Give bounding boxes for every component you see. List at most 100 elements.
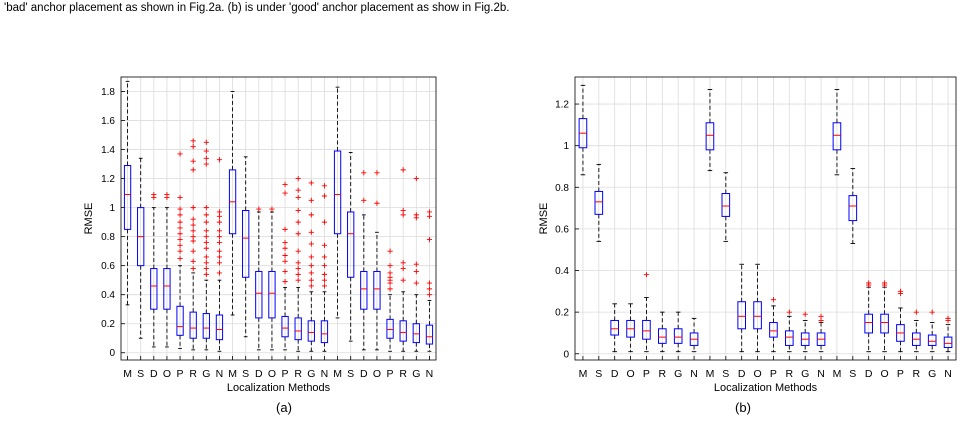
iqr-box (281, 315, 289, 338)
panel-a-box-12 (281, 181, 289, 351)
outlier-marker (216, 260, 223, 266)
outlier-marker (190, 205, 196, 211)
outlier-marker (321, 277, 328, 283)
outlier-marker (786, 309, 792, 315)
panel-b-box-19 (880, 280, 889, 353)
outlier-marker (387, 248, 393, 254)
panel-a-box-20 (386, 248, 394, 352)
panel-a-box-19 (373, 170, 381, 351)
outlier-marker (203, 271, 209, 277)
panel-b-box-7 (689, 317, 699, 353)
panel-a-box-9 (242, 156, 250, 338)
outlier-marker (216, 239, 223, 246)
panel-a-ytick-label: 1.2 (101, 174, 115, 185)
panel-b-box-4 (642, 272, 651, 353)
outlier-marker (282, 190, 288, 196)
outlier-marker (282, 181, 288, 187)
outlier-marker (321, 254, 328, 260)
outlier-marker (308, 254, 314, 260)
iqr-box (737, 301, 746, 330)
panel-b-xtick-label: D (738, 368, 746, 380)
outlier-marker (897, 288, 904, 294)
iqr-box (307, 320, 315, 342)
outlier-marker (308, 241, 314, 247)
outlier-marker (295, 231, 301, 237)
outlier-marker (295, 248, 301, 254)
iqr-box (753, 301, 762, 330)
outlier-marker (295, 219, 301, 225)
outlier-marker (881, 280, 888, 286)
iqr-box (848, 195, 858, 222)
panel-a-box-14 (307, 180, 315, 352)
panel-a-box-6 (202, 139, 210, 351)
panel-b-ylabel: RMSE (538, 203, 550, 235)
outlier-marker (426, 292, 433, 298)
iqr-box (202, 313, 210, 339)
panel-a-box-4 (176, 151, 184, 349)
panel-b-box-10 (737, 263, 746, 353)
outlier-marker (426, 236, 433, 243)
iqr-box (785, 330, 794, 346)
outlier-marker (945, 315, 951, 321)
panel-a-ytick-label: 1 (109, 203, 115, 214)
panel-a-box-13 (294, 175, 302, 352)
panel-a-box-1 (137, 157, 145, 339)
outlier-marker (321, 242, 328, 248)
outlier-marker (190, 167, 196, 173)
panel-b-ytick-label: 0.2 (555, 308, 569, 319)
outlier-marker (308, 212, 314, 218)
outlier-marker (643, 272, 650, 278)
outlier-marker (190, 222, 196, 228)
outlier-marker (818, 313, 824, 319)
iqr-box (150, 268, 158, 310)
iqr-box (705, 122, 715, 151)
iqr-box (163, 268, 171, 310)
outlier-marker (216, 213, 223, 219)
outlier-marker (295, 277, 301, 283)
outlier-marker (282, 239, 288, 246)
outlier-marker (413, 212, 419, 218)
iqr-box (832, 122, 842, 151)
iqr-box (176, 305, 184, 336)
panel-a-box-11 (268, 206, 276, 351)
panel-b-xtick-label: P (897, 368, 904, 380)
panel-b-xlabel: Localization Methods (714, 382, 818, 394)
outlier-marker (413, 268, 419, 275)
outlier-marker (190, 216, 196, 222)
outlier-marker (177, 255, 183, 262)
panel-a-box-18 (360, 170, 368, 351)
panel-a-axes-frame (120, 76, 437, 361)
panel-b-label: (b) (735, 400, 751, 415)
iqr-box (373, 270, 381, 310)
panel-a-box-7 (215, 157, 224, 352)
outlier-marker (216, 228, 223, 234)
iqr-box (673, 328, 683, 344)
outlier-marker (190, 228, 196, 234)
panel-a-xtick-label: O (373, 368, 381, 380)
panel-a-xtick-label: D (150, 368, 158, 380)
iqr-box (360, 270, 368, 310)
panel-b-xtick-label: D (865, 368, 873, 380)
iqr-box (333, 150, 342, 235)
outlier-marker (387, 274, 393, 280)
outlier-marker (177, 242, 183, 248)
outlier-marker (387, 263, 393, 269)
outlier-marker (282, 252, 288, 259)
iqr-box (189, 311, 197, 339)
panel-b-box-21 (912, 309, 921, 353)
outlier-marker (321, 193, 328, 199)
panel-b-xtick-label: O (880, 368, 888, 380)
panel-a: 00.20.40.60.811.21.41.61.8M S D O P R G N M S D O P R… (83, 76, 437, 415)
panel-a-ylabel: RMSE (83, 203, 95, 235)
outlier-marker (361, 170, 367, 176)
iqr-box (242, 210, 250, 278)
panel-a-ytick-label: 0.4 (101, 290, 115, 301)
outlier-marker (164, 191, 170, 198)
outlier-marker (321, 271, 328, 277)
outlier-marker (203, 245, 209, 251)
outlier-marker (321, 183, 328, 189)
panel-a-xtick-label: G (412, 368, 420, 380)
panel-a-xtick-label: P (177, 368, 184, 380)
outlier-marker (177, 194, 183, 201)
